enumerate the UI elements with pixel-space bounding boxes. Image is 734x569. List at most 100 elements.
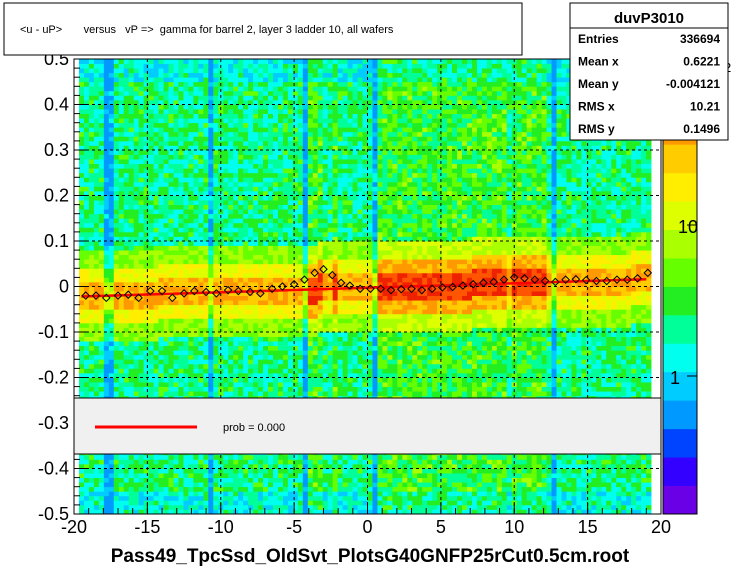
heatmap-cell xyxy=(297,322,304,328)
heatmap-cell xyxy=(188,113,194,119)
heatmap-cell xyxy=(188,77,194,83)
heatmap-cell xyxy=(108,86,115,92)
heatmap-cell xyxy=(118,181,125,187)
heatmap-cell xyxy=(138,345,145,351)
heatmap-cell xyxy=(148,486,154,492)
heatmap-cell xyxy=(263,359,269,365)
heatmap-cell xyxy=(98,68,105,74)
heatmap-cell xyxy=(253,72,259,78)
heatmap-cell xyxy=(243,222,249,228)
heatmap-cell xyxy=(243,482,249,488)
heatmap-cell xyxy=(277,491,284,497)
heatmap-cell xyxy=(98,473,105,478)
heatmap-cell xyxy=(78,200,85,205)
heatmap-cell xyxy=(113,172,120,178)
heatmap-cell xyxy=(248,382,254,387)
heatmap-cell xyxy=(248,231,254,237)
heatmap-cell xyxy=(258,341,264,347)
heatmap-cell xyxy=(268,181,274,187)
heatmap-cell xyxy=(103,354,110,360)
heatmap-cell xyxy=(108,209,115,215)
heatmap-cell xyxy=(153,168,159,174)
heatmap-cell xyxy=(98,304,105,310)
heatmap-cell xyxy=(203,454,209,460)
heatmap-cell xyxy=(93,241,100,246)
heatmap-cell xyxy=(258,68,264,74)
heatmap-cell xyxy=(83,332,90,337)
heatmap-cell xyxy=(248,195,254,201)
heatmap-cell xyxy=(287,295,294,301)
heatmap-cell xyxy=(253,59,259,64)
heatmap-cell xyxy=(218,259,224,265)
heatmap-cell xyxy=(248,313,254,319)
heatmap-cell xyxy=(128,168,135,174)
heatmap-cell xyxy=(153,154,159,160)
heatmap-cell xyxy=(78,77,85,83)
heatmap-cell xyxy=(178,377,184,383)
heatmap-cell xyxy=(188,99,194,105)
heatmap-cell xyxy=(218,68,224,74)
heatmap-cell xyxy=(98,468,105,474)
heatmap-cell xyxy=(253,241,259,246)
heatmap-cell xyxy=(312,172,319,178)
heatmap-cell xyxy=(163,372,169,378)
heatmap-cell xyxy=(223,459,229,465)
heatmap-cell xyxy=(103,368,110,374)
heatmap-cell xyxy=(128,86,135,92)
heatmap-cell xyxy=(198,127,204,133)
heatmap-cell xyxy=(208,459,214,465)
heatmap-cell xyxy=(153,150,159,155)
heatmap-cell xyxy=(83,213,90,219)
heatmap-cell xyxy=(223,159,229,165)
heatmap-cell xyxy=(238,454,244,460)
heatmap-cell xyxy=(193,377,199,383)
heatmap-cell xyxy=(173,163,179,169)
heatmap-cell xyxy=(208,136,214,142)
heatmap-cell xyxy=(138,131,145,137)
heatmap-cell xyxy=(88,236,95,242)
heatmap-cell xyxy=(93,200,100,205)
heatmap-cell xyxy=(103,154,110,160)
heatmap-cell xyxy=(133,59,140,64)
heatmap-cell xyxy=(183,209,189,215)
heatmap-cell xyxy=(223,359,229,365)
heatmap-cell xyxy=(103,391,110,397)
heatmap-cell xyxy=(168,104,174,110)
heatmap-cell xyxy=(103,118,110,124)
heatmap-cell xyxy=(203,131,209,137)
heatmap-cell xyxy=(238,140,244,146)
heatmap-cell xyxy=(228,268,234,274)
heatmap-cell xyxy=(302,127,309,133)
heatmap-cell xyxy=(78,195,85,201)
heatmap-cell xyxy=(183,491,189,497)
heatmap-cell xyxy=(307,254,314,260)
heatmap-cell xyxy=(133,354,140,360)
heatmap-cell xyxy=(93,482,100,488)
heatmap-cell xyxy=(188,213,194,219)
heatmap-cell xyxy=(297,163,304,169)
heatmap-cell xyxy=(138,322,145,328)
heatmap-cell xyxy=(98,259,105,265)
heatmap-cell xyxy=(287,63,294,69)
heatmap-cell xyxy=(268,99,274,105)
heatmap-cell xyxy=(138,313,145,319)
heatmap-cell xyxy=(178,222,184,228)
heatmap-cell xyxy=(148,136,154,142)
heatmap-cell xyxy=(307,386,314,392)
heatmap-cell xyxy=(98,118,105,124)
heatmap-cell xyxy=(253,195,259,201)
heatmap-cell xyxy=(213,131,219,137)
heatmap-cell xyxy=(198,159,204,165)
heatmap-cell xyxy=(208,468,214,474)
heatmap-cell xyxy=(277,200,284,205)
heatmap-cell xyxy=(263,181,269,187)
heatmap-cell xyxy=(173,391,179,397)
heatmap-cell xyxy=(258,277,264,283)
heatmap-cell xyxy=(108,463,115,469)
heatmap-cell xyxy=(98,463,105,469)
heatmap-cell xyxy=(78,318,85,324)
heatmap-cell xyxy=(163,250,169,256)
heatmap-cell xyxy=(138,231,145,237)
heatmap-cell xyxy=(233,154,239,160)
heatmap-cell xyxy=(158,263,164,269)
